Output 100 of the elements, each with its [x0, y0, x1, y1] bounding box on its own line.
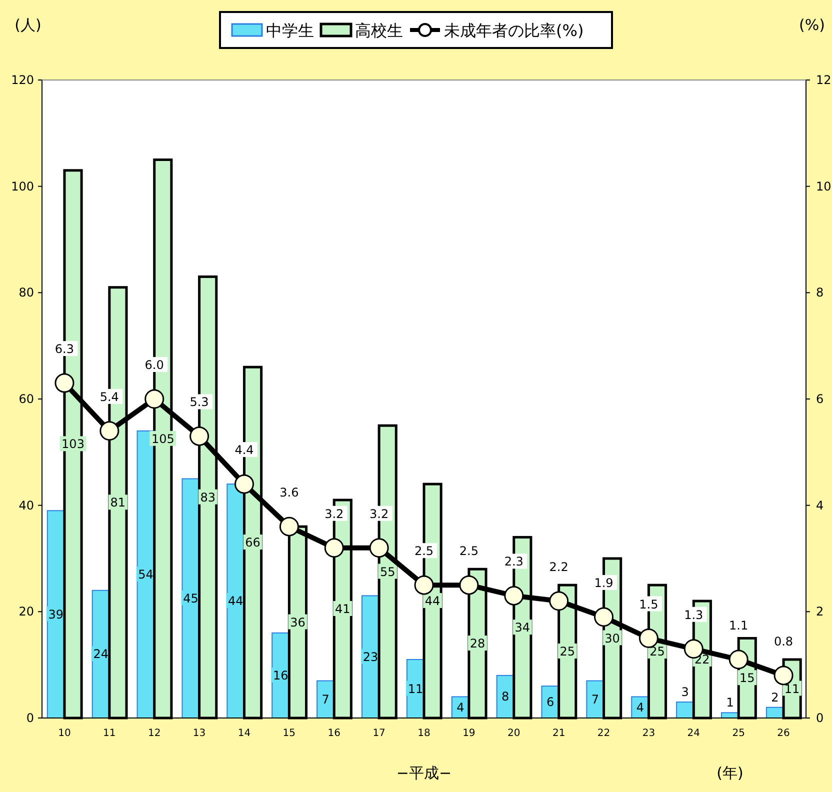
x-tick-label: 15: [282, 728, 296, 739]
data-label: 2.5: [459, 544, 478, 558]
data-label: 6.0: [144, 358, 164, 372]
data-label: 24: [93, 647, 109, 662]
data-label: 66: [245, 536, 260, 550]
y2-tick-label: 4: [816, 498, 824, 512]
data-label: 3.2: [324, 506, 344, 521]
y-tick-label: 0: [26, 711, 34, 725]
x-tick-label: 12: [148, 728, 161, 739]
data-label: 1: [726, 696, 734, 710]
y-tick-label: 100: [11, 179, 34, 194]
x-tick-label: 14: [238, 728, 251, 739]
data-label: 4: [456, 700, 464, 714]
data-label: 6.3: [54, 342, 74, 356]
x-tick-label: 16: [328, 728, 340, 739]
data-label: 41: [335, 602, 350, 616]
point: [638, 628, 658, 648]
data-label: 25: [560, 644, 576, 659]
y2-tick-label: 6: [816, 392, 824, 406]
data-label: 34: [514, 620, 530, 635]
point: [504, 586, 524, 606]
data-label: 2.3: [504, 554, 524, 569]
y2-tick-label: 8: [816, 286, 824, 300]
data-label: 5.3: [190, 395, 209, 410]
data-label: 44: [424, 594, 440, 608]
data-label: 44: [228, 594, 244, 608]
data-label: 36: [290, 615, 306, 630]
data-label: 3: [681, 685, 689, 700]
text: (年): [716, 764, 744, 782]
legend-label: 中学生: [266, 21, 314, 40]
data-label: 11: [784, 682, 800, 696]
x-tick-label: 11: [103, 728, 116, 739]
data-label: 7: [591, 692, 600, 706]
x-tick-label: 25: [732, 728, 745, 739]
data-label: 1.9: [594, 576, 614, 590]
data-label: 7: [322, 692, 330, 706]
data-label: 4.4: [234, 443, 254, 458]
data-label: 2: [771, 690, 779, 704]
data-label: 23: [362, 650, 378, 664]
x-tick-label: 18: [418, 728, 430, 739]
data-label: 8: [502, 690, 510, 704]
point: [279, 516, 299, 536]
point: [324, 538, 344, 558]
data-label: 81: [110, 496, 126, 510]
x-tick-label: 24: [687, 728, 700, 739]
y-tick-label: 80: [18, 286, 34, 300]
y2-tick-label: 12: [816, 73, 832, 87]
data-label: 0.8: [774, 634, 794, 648]
data-label: 3.6: [280, 486, 299, 500]
data-label: 103: [62, 437, 84, 452]
point: [369, 538, 389, 558]
data-label: 39: [48, 607, 64, 622]
x-tick-label: 17: [372, 728, 386, 739]
data-label: 11: [408, 682, 424, 696]
y-tick-label: 40: [18, 498, 34, 512]
x-tick-label: 10: [58, 728, 71, 739]
point: [549, 591, 569, 611]
point: [414, 575, 434, 595]
legend-label: 高校生: [355, 21, 403, 40]
data-label: 1.5: [639, 597, 658, 612]
data-label: 54: [138, 567, 154, 582]
data-label: 1.3: [684, 608, 704, 622]
data-label: 5.4: [100, 390, 119, 404]
data-label: 55: [380, 564, 396, 579]
point: [728, 650, 748, 670]
x-tick-label: 23: [642, 728, 656, 739]
data-label: 105: [151, 432, 174, 446]
data-label: 1.1: [729, 618, 748, 633]
data-label: 16: [272, 668, 288, 682]
point: [100, 421, 120, 441]
data-label: 30: [604, 631, 620, 646]
x-tick-label: 21: [552, 728, 566, 739]
x-tick-label: 20: [508, 728, 520, 739]
data-label: 2.2: [549, 560, 568, 574]
y2-tick-label: 0: [816, 711, 824, 725]
point: [234, 474, 254, 494]
data-label: 4: [636, 700, 644, 714]
point: [774, 666, 794, 686]
legend-label: 未成年者の比率(%): [444, 21, 584, 40]
data-label: 28: [470, 636, 486, 651]
x-tick-label: 22: [597, 728, 610, 739]
y2-axis-title: (%): [799, 16, 825, 34]
y-axis-title: (人): [14, 16, 42, 34]
point: [594, 607, 614, 627]
data-label: 45: [183, 591, 198, 606]
point: [144, 389, 164, 409]
data-label: 6: [546, 695, 554, 710]
data-label: 3.2: [370, 506, 389, 521]
y2-tick-label: 10: [816, 179, 832, 194]
data-label: 83: [200, 490, 216, 504]
x-axis-title: −平成−: [396, 764, 452, 782]
y2-tick-label: 2: [816, 604, 824, 619]
point: [54, 373, 74, 393]
data-label: 25: [650, 644, 665, 659]
point: [459, 575, 479, 595]
data-label: 15: [739, 671, 755, 686]
x-tick-label: 19: [462, 728, 476, 739]
y-tick-label: 20: [18, 604, 34, 619]
point: [190, 426, 210, 446]
y-tick-label: 60: [18, 392, 34, 406]
